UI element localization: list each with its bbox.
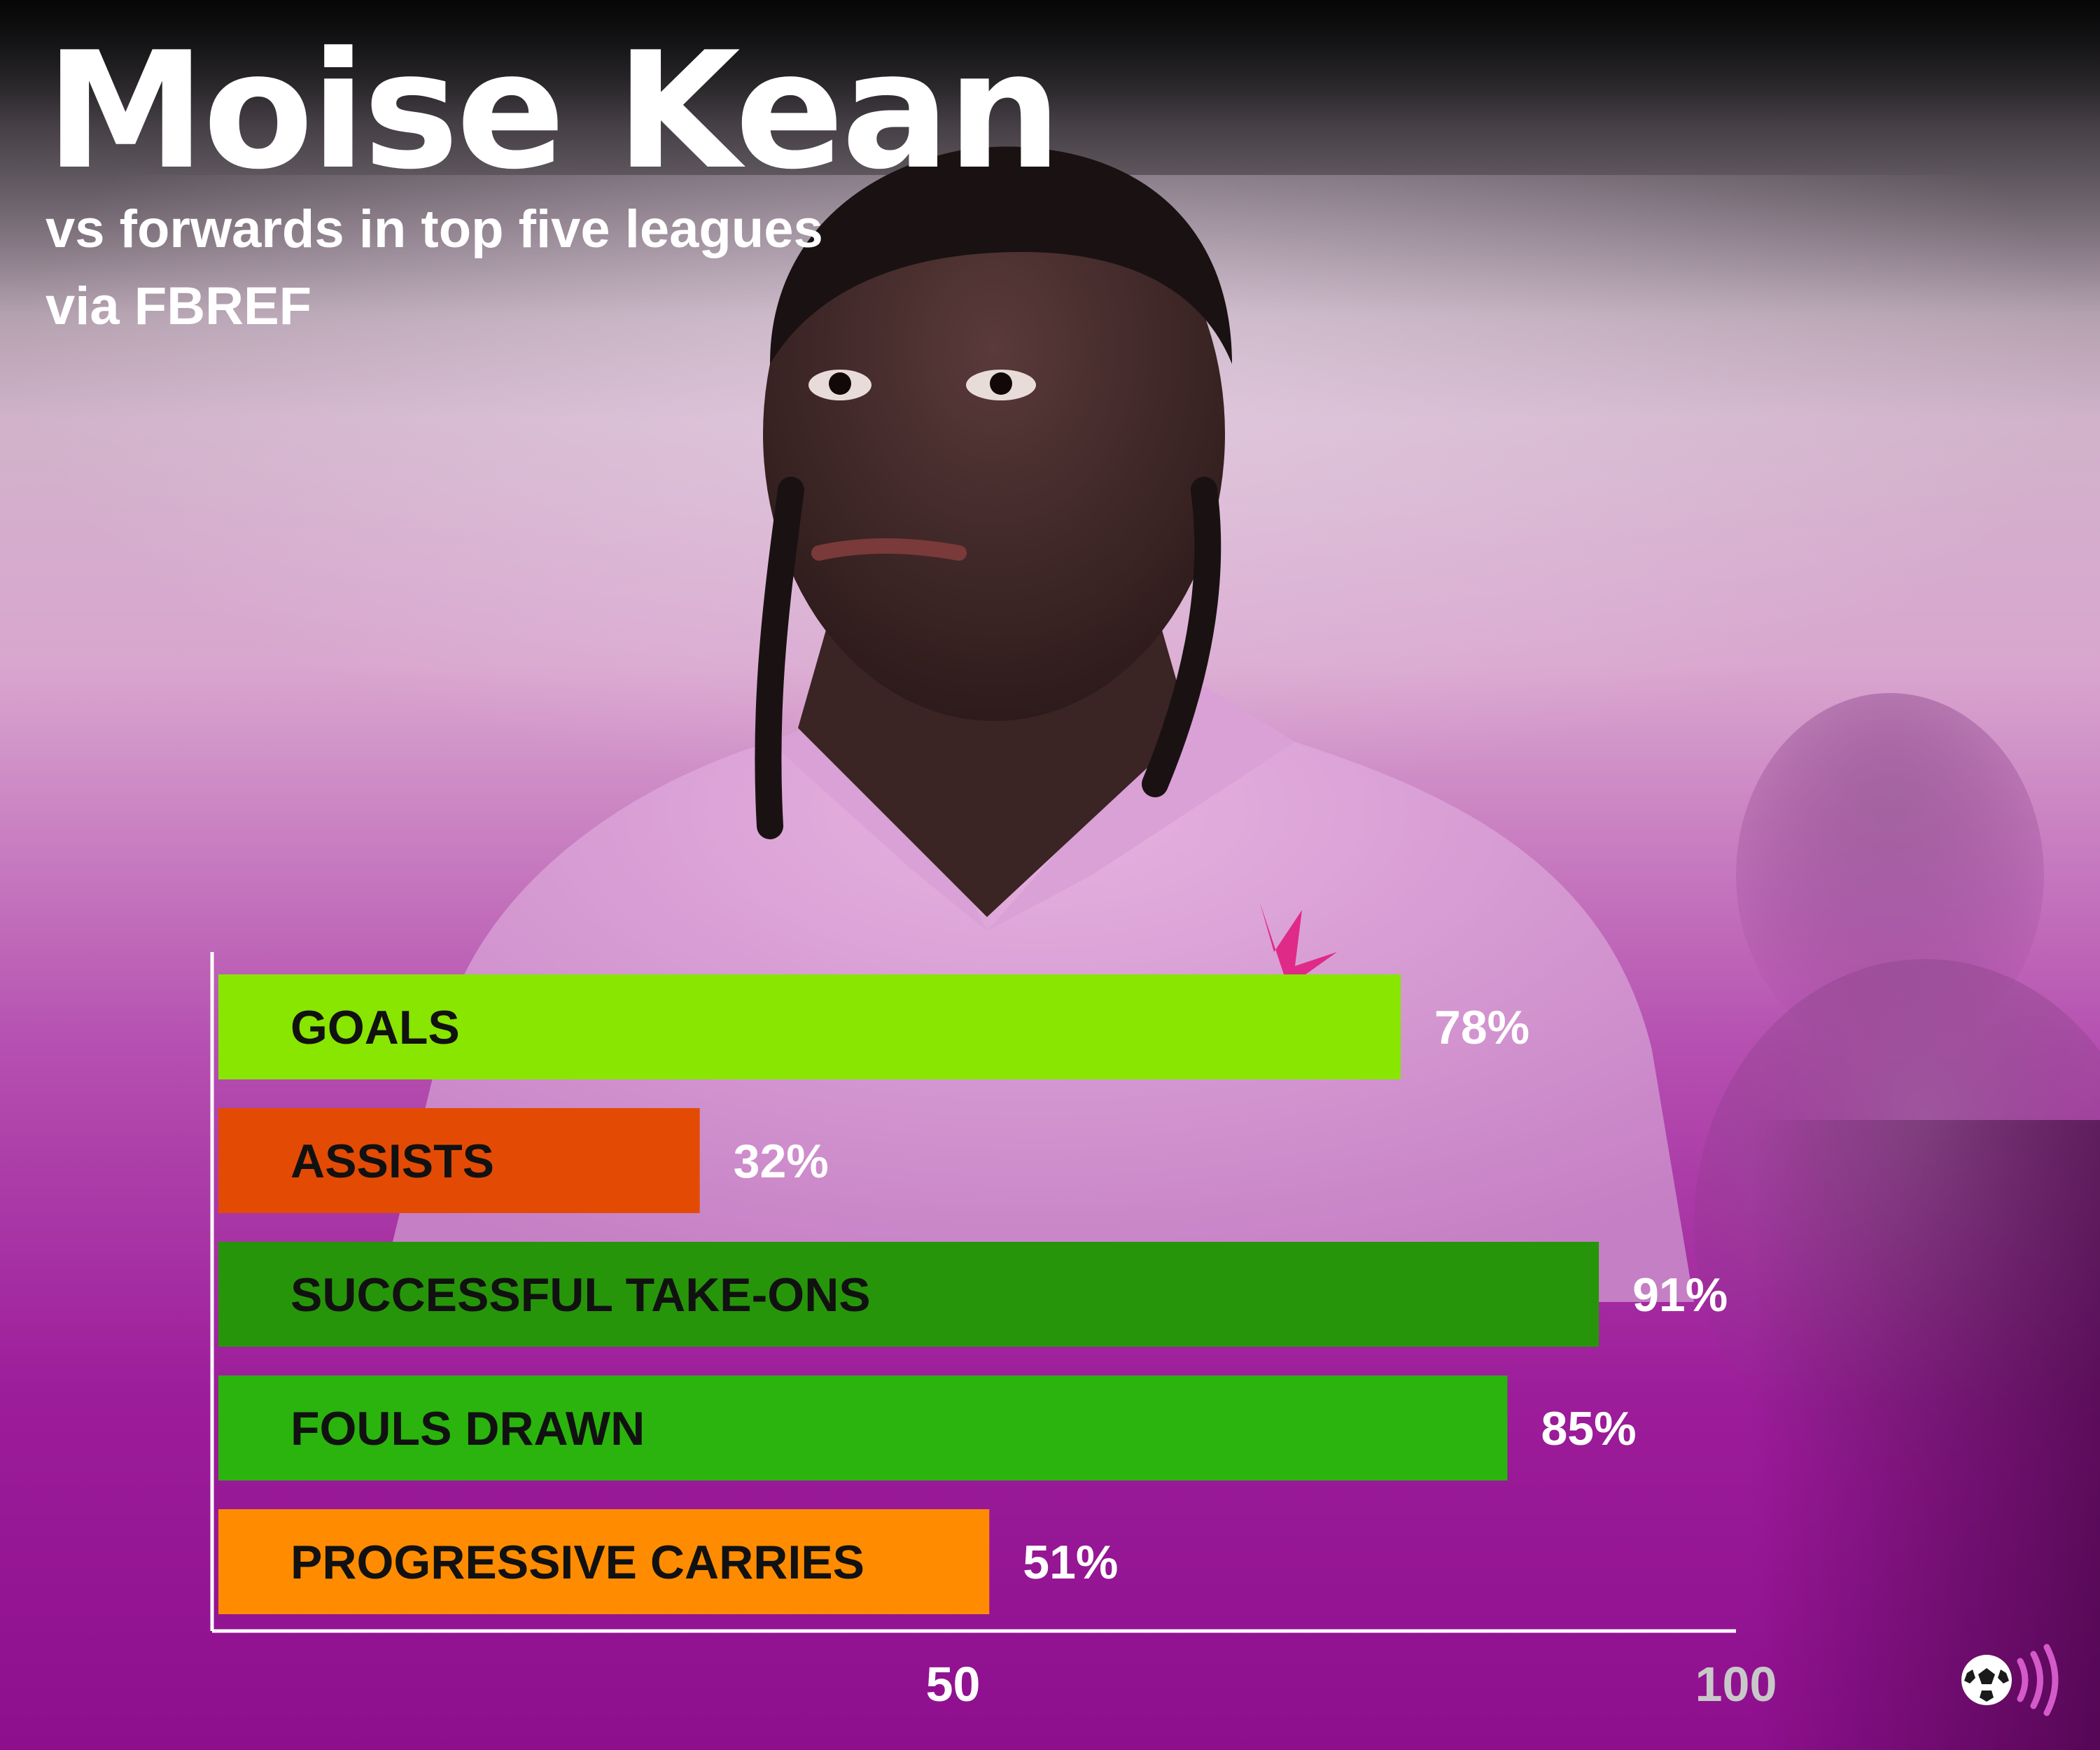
bar-assists <box>218 1108 700 1213</box>
bar-label-fouls-drawn: FOULS DRAWN <box>290 1402 645 1455</box>
bar-successful-take-ons <box>218 1242 1600 1347</box>
value-label-goals: 78% <box>1434 1001 1530 1054</box>
x-ticks-group: 50 100 <box>926 1657 1777 1712</box>
value-label-fouls-drawn: 85% <box>1541 1402 1636 1455</box>
football-broadcast-icon <box>1961 1644 2059 1716</box>
value-label-assists: 32% <box>734 1135 829 1188</box>
bar-goals <box>218 974 1401 1079</box>
bar-label-progressive-carries: PROGRESSIVE CARRIES <box>290 1536 864 1589</box>
background-right-fade <box>1750 1120 2100 1750</box>
bar-fouls-drawn <box>218 1376 1508 1480</box>
value-label-successful-take-ons: 91% <box>1632 1268 1728 1322</box>
bar-label-successful-take-ons: SUCCESSFUL TAKE-ONS <box>290 1268 871 1322</box>
x-tick-label-100: 100 <box>1695 1657 1777 1712</box>
chart-title: Moise Kean <box>46 18 1062 205</box>
x-tick-label-50: 50 <box>926 1657 981 1712</box>
bar-label-assists: ASSISTS <box>290 1135 494 1188</box>
source-credit: via FBREF <box>46 276 312 336</box>
bar-label-goals: GOALS <box>290 1001 460 1054</box>
value-label-progressive-carries: 51% <box>1023 1536 1118 1589</box>
chart-subtitle: vs forwards in top five leagues <box>46 200 823 259</box>
bars-group: GOALS 78% ASSISTS 32% SUCCESSFUL TAKE-ONS 91%… <box>218 974 1728 1614</box>
bar-progressive-carries <box>218 1509 990 1614</box>
